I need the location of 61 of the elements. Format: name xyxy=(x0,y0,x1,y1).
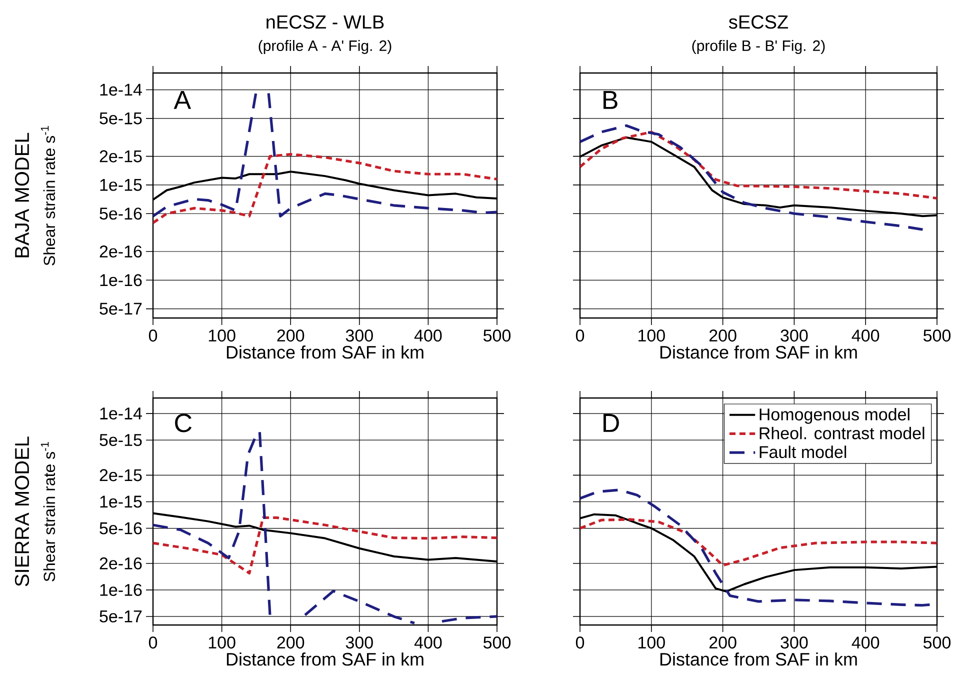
legend-label: Rheol. contrast model xyxy=(760,426,924,440)
x-tick-label: 0 xyxy=(576,636,584,649)
text: BAJA MODEL xyxy=(14,132,30,258)
x-axis-title: Distance from SAF in km xyxy=(226,652,424,666)
x-tick-label: 0 xyxy=(148,330,158,342)
y-tick-label: 2e-16 xyxy=(100,557,142,570)
annotation: C xyxy=(175,414,192,432)
x-tick-label: 300 xyxy=(346,330,373,342)
x-tick-label: 300 xyxy=(780,330,808,342)
x-tick-label: 500 xyxy=(483,330,511,342)
x-tick-label: 200 xyxy=(277,330,304,342)
x-tick-label: 500 xyxy=(483,636,511,649)
x-tick-label: 200 xyxy=(277,636,304,649)
y-axis-title: Shear strain rate s$^{-1}$ xyxy=(40,126,56,266)
y-tick-label: 1e-16 xyxy=(100,274,142,286)
x-axis-title: Distance from SAF in km xyxy=(660,345,857,359)
x-tick-label: 400 xyxy=(414,636,442,649)
y-tick-label: 1e-14 xyxy=(100,408,142,420)
y-tick-label: 1e-16 xyxy=(100,584,142,596)
y-tick-label: 1e-15 xyxy=(100,179,142,191)
chart-title: nECSZ - WLB xyxy=(266,15,384,29)
y-tick-label: 5e-16 xyxy=(100,208,142,220)
annotation: D xyxy=(604,414,619,432)
y-tick-label: 5e-15 xyxy=(100,112,142,124)
x-tick-label: 300 xyxy=(780,636,808,649)
x-tick-label: 100 xyxy=(638,636,665,649)
x-tick-label: 300 xyxy=(346,636,373,649)
y-tick-label: 5e-17 xyxy=(100,302,142,315)
line-series xyxy=(153,516,498,574)
line-series xyxy=(153,152,498,224)
x-tick-label: 500 xyxy=(923,330,951,342)
chart-subtitle: (profile A - A' Fig. 2) xyxy=(258,40,392,54)
annotation: B xyxy=(604,91,618,109)
x-tick-label: 400 xyxy=(414,330,442,342)
y-tick-label: 1e-15 xyxy=(100,496,142,508)
text: SIERRA MODEL xyxy=(14,436,30,586)
x-tick-label: 400 xyxy=(852,636,880,649)
y-tick-label: 2e-16 xyxy=(100,245,142,258)
chart-title: sECSZ xyxy=(728,15,788,29)
x-tick-label: 100 xyxy=(638,330,665,342)
x-tick-label: 500 xyxy=(923,636,951,649)
y-tick-label: 2e-15 xyxy=(100,469,142,482)
y-axis-title: Shear strain rate s$^{-1}$ xyxy=(40,442,56,582)
x-tick-label: 0 xyxy=(148,636,158,649)
y-tick-label: 5e-15 xyxy=(100,434,142,446)
x-tick-label: 200 xyxy=(709,636,736,649)
legend-label: Fault model xyxy=(760,446,846,458)
y-tick-label: 2e-15 xyxy=(100,150,142,162)
y-tick-label: 5e-16 xyxy=(100,522,142,534)
chart-subtitle: (profile B - B' Fig. 2) xyxy=(692,40,825,54)
x-tick-label: 100 xyxy=(208,330,236,342)
x-tick-label: 0 xyxy=(576,330,584,342)
legend-label: Homogenous model xyxy=(760,408,910,424)
y-tick-label: 1e-14 xyxy=(100,84,142,96)
x-tick-label: 100 xyxy=(208,636,236,649)
x-tick-label: 400 xyxy=(852,330,880,342)
x-axis-title: Distance from SAF in km xyxy=(660,652,857,666)
x-tick-label: 200 xyxy=(709,330,736,342)
y-tick-label: 5e-17 xyxy=(100,610,142,622)
annotation: A xyxy=(174,91,192,109)
x-axis-title: Distance from SAF in km xyxy=(226,345,424,359)
